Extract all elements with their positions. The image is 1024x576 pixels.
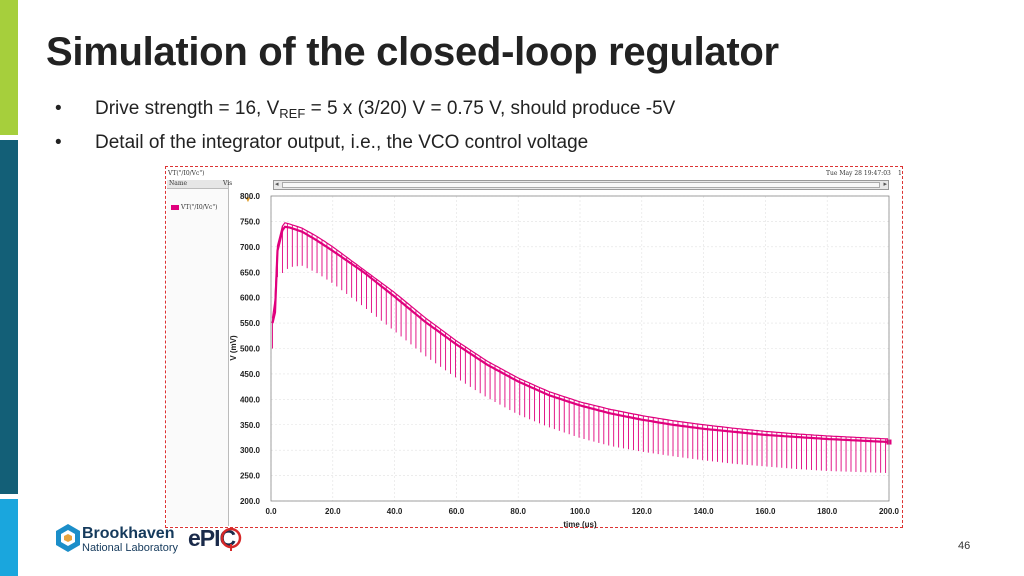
corner-label: 1 [898, 170, 902, 177]
x-tick-label: 0.0 [265, 507, 277, 516]
scroll-left-icon[interactable]: ◂ [275, 181, 279, 188]
y-tick-label: 250.0 [240, 472, 261, 481]
y-tick-label: 400.0 [240, 395, 261, 404]
horizontal-scrollbar[interactable]: ◂ ▸ [273, 180, 889, 190]
epic-ring-icon [220, 527, 242, 551]
filter-icon[interactable]: ▼ [244, 195, 252, 204]
y-tick-label: 500.0 [240, 345, 261, 354]
x-tick-label: 140.0 [694, 507, 715, 516]
y-tick-label: 800.0 [240, 192, 261, 201]
y-tick-label: 650.0 [240, 268, 261, 277]
scrollbar-thumb[interactable] [282, 182, 880, 188]
x-tick-label: 40.0 [387, 507, 403, 516]
bullet-marker: • [55, 132, 62, 153]
y-tick-label: 600.0 [240, 294, 261, 303]
accent-bar-cyan [0, 499, 18, 576]
vis-column-header[interactable]: Vis [223, 180, 233, 187]
x-tick-label: 200.0 [879, 507, 900, 516]
x-tick-label: 100.0 [570, 507, 591, 516]
y-tick-label: 300.0 [240, 446, 261, 455]
x-tick-label: 80.0 [510, 507, 526, 516]
y-tick-label: 350.0 [240, 421, 261, 430]
brookhaven-logo-icon [56, 524, 80, 552]
accent-bar-teal [0, 140, 18, 494]
x-tick-label: 60.0 [449, 507, 465, 516]
subscript: REF [279, 106, 306, 121]
legend-entry[interactable]: VT("/I0/Vc") [171, 204, 217, 211]
y-tick-label: 750.0 [240, 217, 261, 226]
simulation-screenshot-frame [165, 166, 903, 528]
name-column-header[interactable]: Name [169, 180, 188, 187]
accent-bar-green [0, 0, 18, 135]
x-tick-label: 160.0 [755, 507, 776, 516]
bullet-text: Drive strength = 16, VREF = 5 x (3/20) V… [95, 98, 676, 121]
y-tick-label: 450.0 [240, 370, 261, 379]
legend-header: Name Vis [167, 180, 232, 189]
signal-legend-panel: Name Vis VT("/I0/Vc") [167, 180, 232, 526]
x-tick-label: 20.0 [325, 507, 341, 516]
slide-title: Simulation of the closed-loop regulator [46, 30, 779, 74]
page-number: 46 [958, 540, 971, 552]
y-axis-label: V (mV) [229, 335, 238, 361]
voltage-plot: 0.0 20.0 40.0 60.0 80.0 100.0 120.0 140.0 160.0 1… [229, 192, 900, 529]
y-tick-label: 200.0 [240, 497, 261, 506]
plot-border [270, 195, 890, 502]
x-tick-label: 120.0 [632, 507, 653, 516]
timestamp: Tue May 28 19:47:03 [826, 170, 891, 177]
y-tick-label: 550.0 [240, 319, 261, 328]
x-tick-label: 180.0 [817, 507, 838, 516]
bullet-text: Detail of the integrator output, i.e., t… [95, 132, 589, 153]
scroll-right-icon[interactable]: ▸ [883, 181, 887, 188]
bullet-marker: • [55, 98, 62, 119]
x-axis-label: time (us) [563, 520, 597, 529]
trace-upper-envelope [271, 222, 889, 440]
y-tick-label: 700.0 [240, 243, 261, 252]
trace-swatch-icon [171, 205, 179, 210]
trace-mean-line [271, 225, 889, 444]
brookhaven-wordmark: Brookhaven National Laboratory [82, 525, 179, 554]
signal-header: VT("/I0/Vc") [168, 170, 205, 177]
